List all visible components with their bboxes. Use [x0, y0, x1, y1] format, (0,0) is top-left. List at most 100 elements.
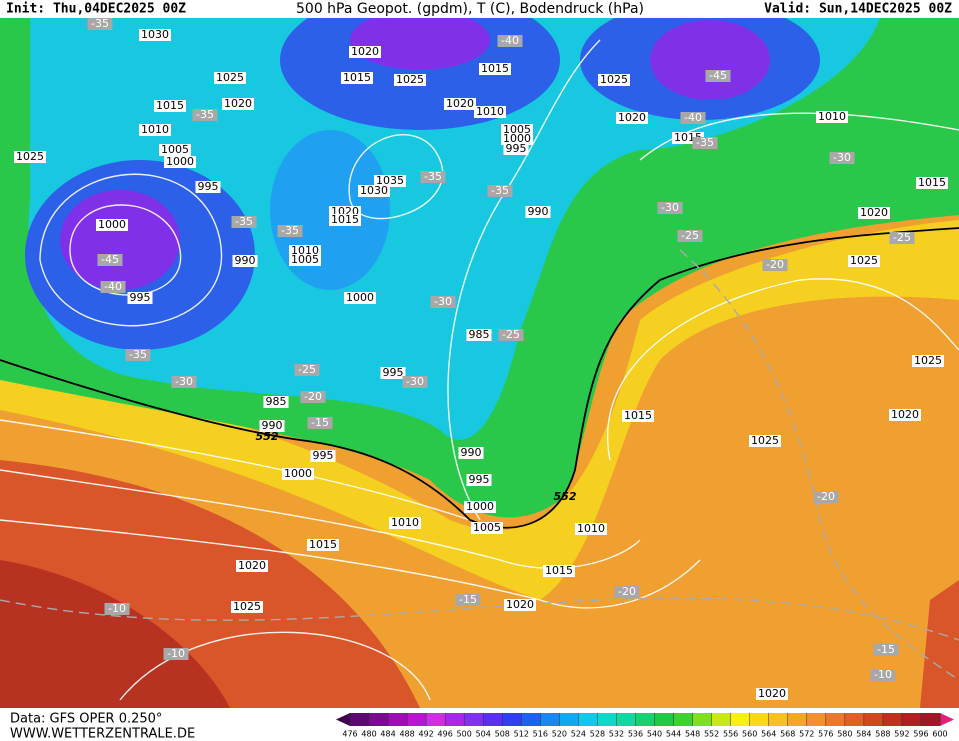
pressure-label-box	[236, 560, 268, 572]
temperature-label: -20	[618, 585, 636, 598]
temperature-label-box	[497, 35, 523, 47]
pressure-label-box	[14, 151, 46, 163]
pressure-label: 1015	[331, 213, 359, 226]
temperature-label-box	[307, 417, 333, 429]
colorbar-label: 576	[818, 730, 833, 739]
colorbar-bin	[597, 713, 617, 726]
isotherm	[679, 249, 959, 681]
colorbar-arrow	[940, 713, 954, 726]
pressure-label-box	[374, 175, 406, 187]
pressure-label-box	[259, 420, 285, 432]
pressure-label: 1015	[309, 538, 337, 551]
temperature-label-box	[455, 594, 481, 606]
pressure-label: 1025	[16, 150, 44, 163]
pressure-label-box	[474, 106, 506, 118]
pressure-label: 990	[235, 254, 256, 267]
colorbar-bin	[540, 713, 560, 726]
pressure-label-box	[222, 98, 254, 110]
temperature-label-box	[498, 329, 524, 341]
pressure-label: 1000	[284, 467, 312, 480]
colorbar-arrow	[336, 713, 350, 726]
temperature-label: -30	[406, 375, 424, 388]
pressure-label: 1015	[624, 409, 652, 422]
temperature-label-box	[97, 254, 123, 266]
colorbar-bin	[369, 713, 389, 726]
temperature-label: -10	[874, 668, 892, 681]
temperature-label-box	[402, 376, 428, 388]
pressure-label: 1015	[918, 176, 946, 189]
pressure-label: 985	[266, 395, 287, 408]
pressure-label: 1025	[396, 73, 424, 86]
colorbar-label: 488	[399, 730, 414, 739]
colorbar-bin	[464, 713, 484, 726]
colorbar-label: 596	[913, 730, 928, 739]
pressure-label: 1025	[233, 600, 261, 613]
temperature-label: -15	[311, 416, 329, 429]
pressure-label: 1020	[446, 97, 474, 110]
pressure-label-box	[858, 207, 890, 219]
temperature-label: -20	[817, 490, 835, 503]
pressure-label-box	[154, 100, 186, 112]
map-title: 500 hPa Geopot. (gpdm), T (C), Bodendruc…	[296, 1, 644, 17]
pressure-label-box	[543, 565, 575, 577]
temperature-label-box	[870, 669, 896, 681]
colorbar-bin	[559, 713, 579, 726]
valid-time: Valid: Sun,14DEC2025 00Z	[764, 2, 952, 17]
pressure-label: 1025	[850, 254, 878, 267]
colorbar-bin	[350, 713, 370, 726]
temperature-label: -35	[129, 348, 147, 361]
pressure-label: 990	[528, 205, 549, 218]
pressure-label: 1010	[141, 123, 169, 136]
header-bar	[0, 0, 959, 18]
colorbar-bin	[521, 713, 541, 726]
pressure-label-box	[444, 98, 476, 110]
low-purple	[60, 190, 180, 290]
colorbar-label: 564	[761, 730, 776, 739]
colorbar-label: 572	[799, 730, 814, 739]
temperature-label-box	[705, 70, 731, 82]
colorbar-label: 500	[457, 730, 472, 739]
colorbar-label: 532	[609, 730, 624, 739]
temperature-label: -25	[298, 363, 316, 376]
temperature-label-box	[231, 216, 257, 228]
pressure-label: 995	[198, 180, 219, 193]
colorbar-label: 544	[666, 730, 681, 739]
pressure-label-box	[214, 72, 246, 84]
temperature-label: -20	[304, 390, 322, 403]
pressure-label: 1015	[545, 564, 573, 577]
pressure-label-box	[358, 185, 390, 197]
colorbar-label: 496	[438, 730, 453, 739]
pressure-label: 1005	[503, 123, 531, 136]
pressure-label-box	[380, 367, 406, 379]
pressure-label: 995	[506, 142, 527, 155]
temperature-label-box	[100, 281, 126, 293]
temperature-label: -35	[196, 108, 214, 121]
temperature-label: -35	[424, 170, 442, 183]
temperature-label: -20	[766, 258, 784, 271]
pressure-label-box	[471, 522, 503, 534]
pressure-label-box	[341, 72, 373, 84]
pressure-label-box	[616, 112, 648, 124]
temperature-label-box	[294, 364, 320, 376]
pressure-label: 1015	[481, 62, 509, 75]
pressure-label: 1020	[860, 206, 888, 219]
pressure-label-box	[458, 447, 484, 459]
colorbar-label: 548	[685, 730, 700, 739]
temperature-label-box	[171, 376, 197, 388]
isobar	[0, 419, 471, 521]
temperature-label-box	[677, 230, 703, 242]
colorbar-label: 512	[514, 730, 529, 739]
pressure-label-box	[289, 254, 321, 266]
pressure-label: 1005	[473, 521, 501, 534]
temperature-label: -30	[661, 201, 679, 214]
temperature-label-box	[657, 202, 683, 214]
colorbar-bin	[502, 713, 522, 726]
pressure-label: 1000	[466, 500, 494, 513]
colorbar-label: 552	[704, 730, 719, 739]
hot-region	[0, 560, 230, 708]
temperature-label: -25	[893, 231, 911, 244]
pressure-label-box	[504, 599, 536, 611]
colorbar-bin	[673, 713, 694, 726]
pressure-label: 1000	[503, 132, 531, 145]
